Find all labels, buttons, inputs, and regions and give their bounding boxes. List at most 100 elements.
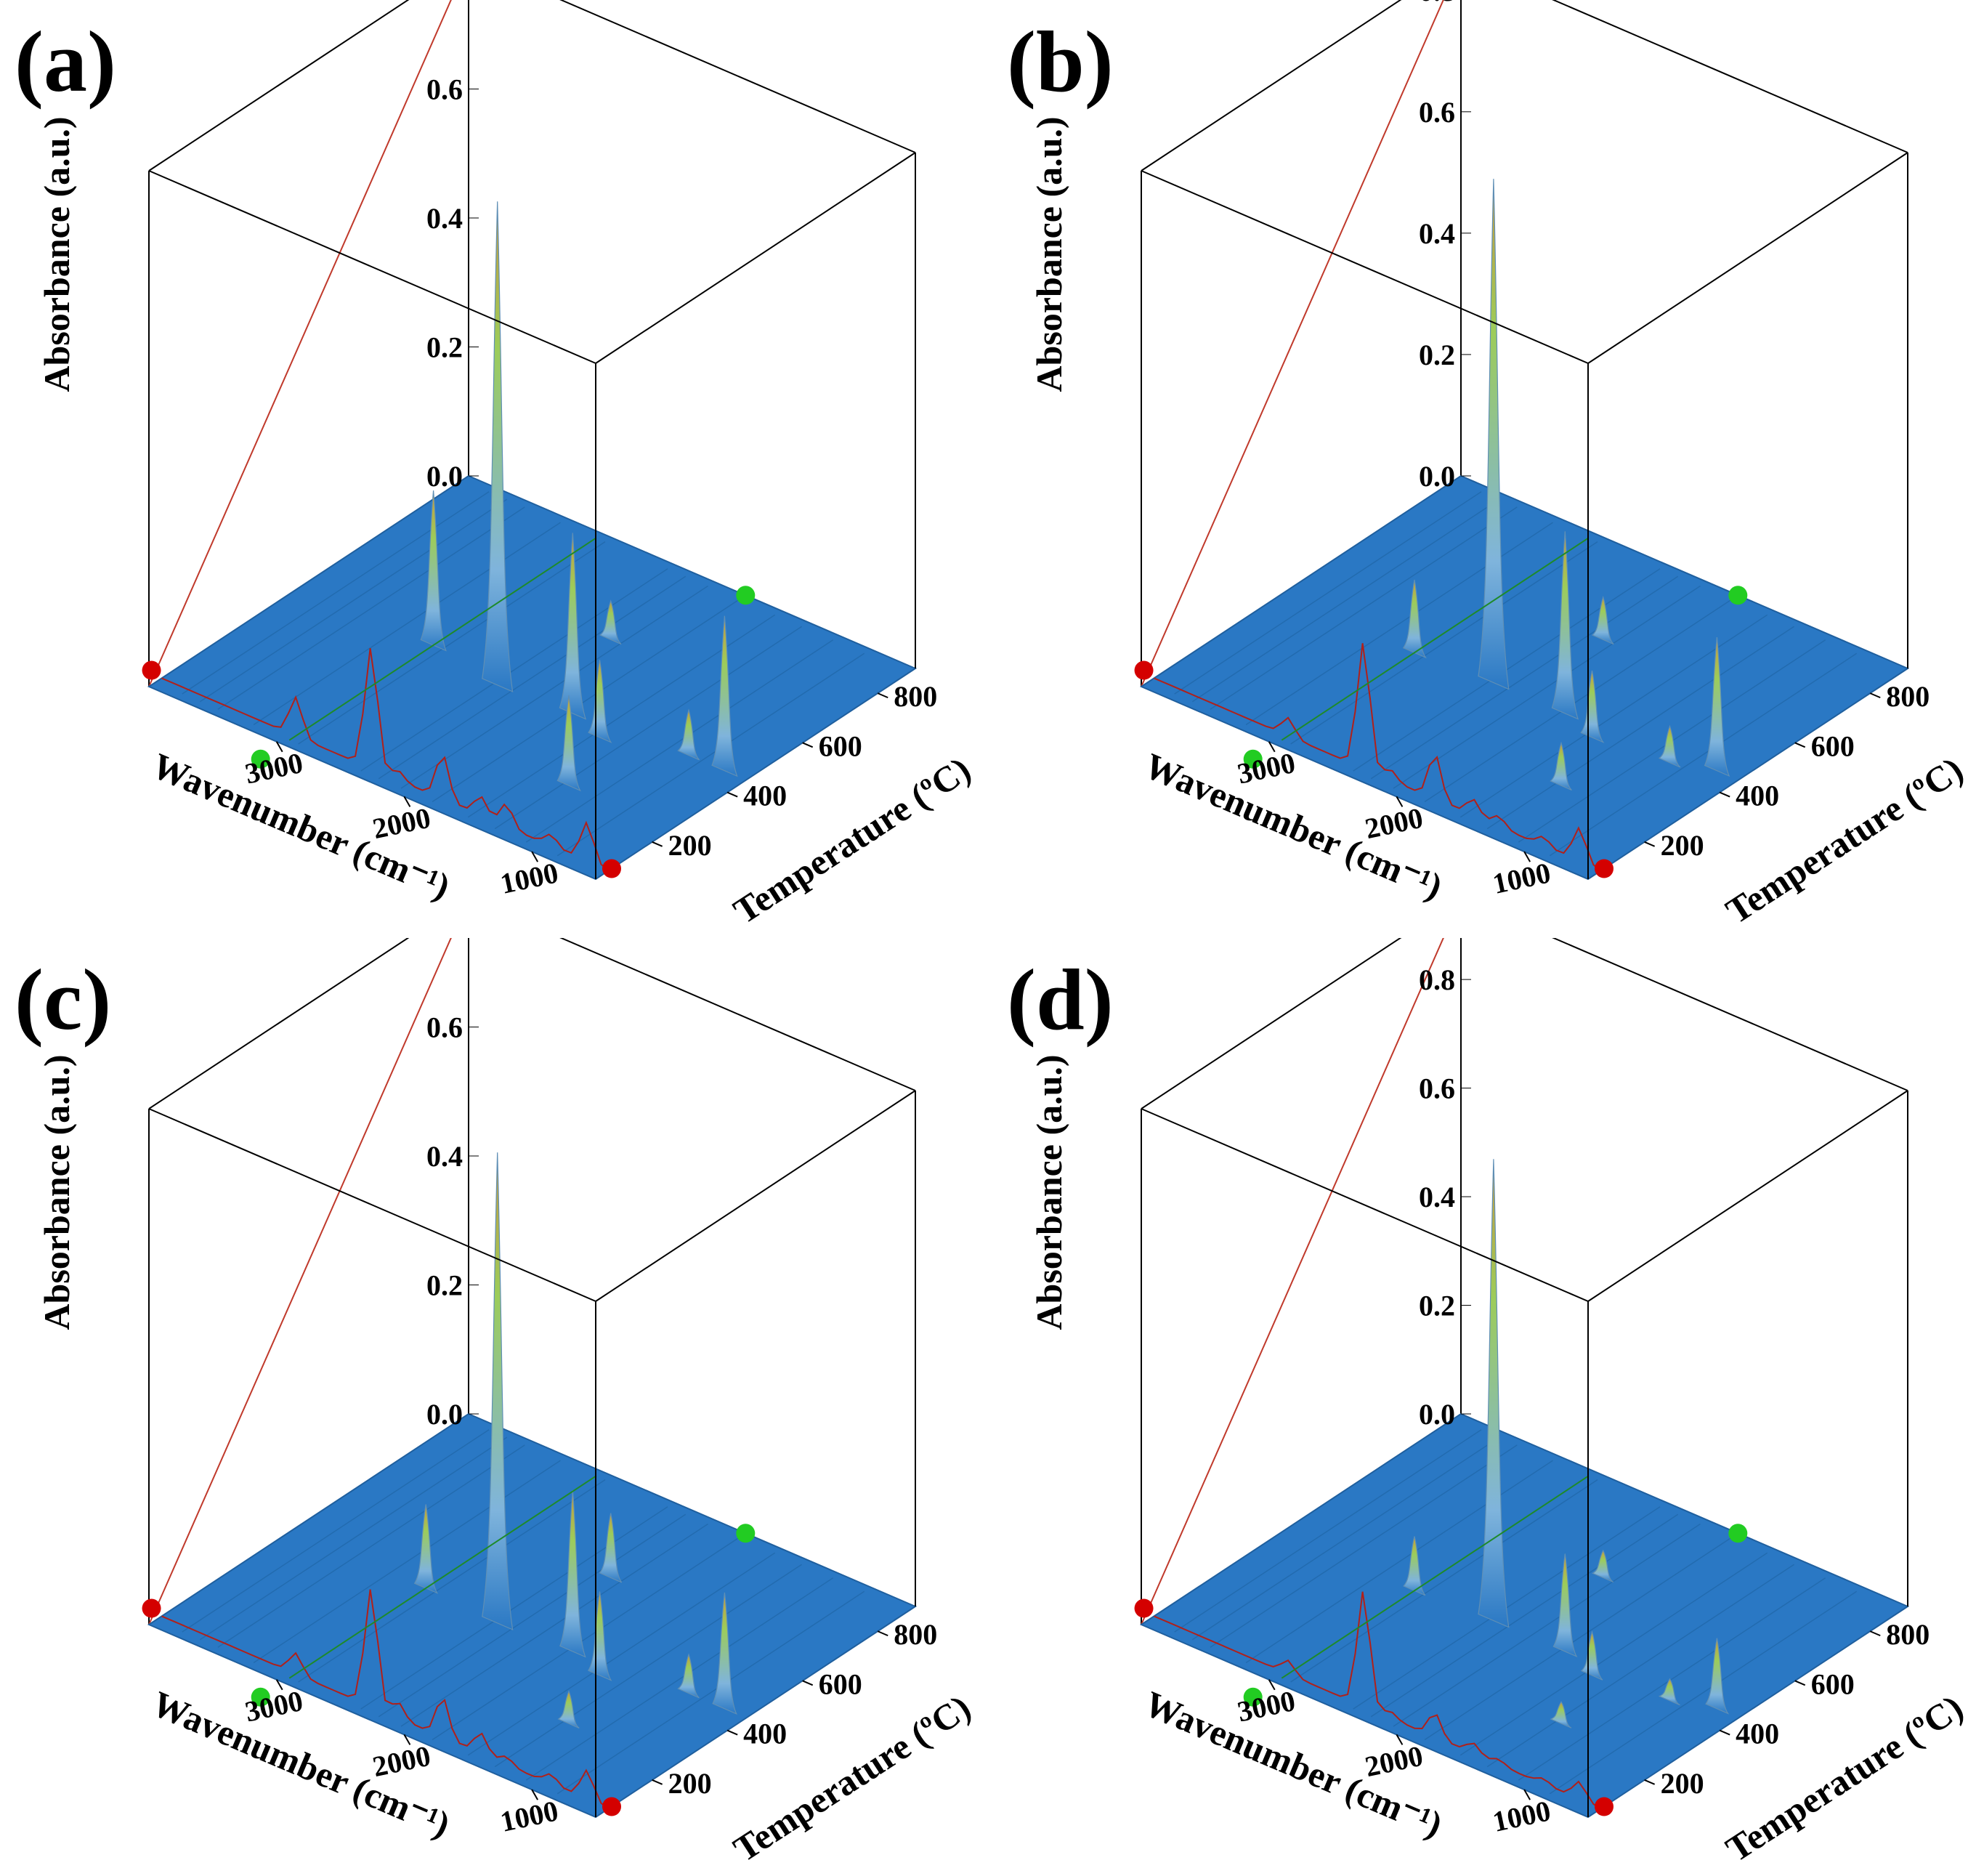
y-tick-mark	[1869, 1630, 1881, 1637]
box-front-edges	[148, 1090, 916, 1817]
floor-streak	[525, 1577, 834, 1781]
y-tick-label: 800	[1886, 680, 1930, 713]
y-tick-label: 600	[819, 729, 862, 762]
y-axis-ticks: 200 400 600 800	[652, 680, 937, 862]
z-axis-title: Absorbance (a.u.)	[1029, 116, 1069, 392]
marker-red-right	[602, 859, 621, 878]
temperature-slice-trace	[288, 1475, 597, 1679]
floor-streak	[378, 575, 687, 780]
y-axis-title: Temperature (ºC)	[1719, 748, 1970, 931]
peak-mark	[1552, 1553, 1578, 1658]
marker-green-front	[251, 1687, 270, 1707]
z-tick-label: 0.2	[1419, 339, 1455, 371]
floor-streak	[1518, 1577, 1826, 1781]
x-tick-mark	[403, 1734, 411, 1745]
y-tick-label: 400	[743, 1718, 787, 1750]
floor-streak	[494, 1564, 803, 1768]
floor-streak	[1210, 506, 1518, 710]
peak-mark	[599, 599, 622, 645]
z-tick-label: 0.0	[426, 1398, 463, 1431]
floor-streak	[1245, 1460, 1553, 1664]
x-tick-label: 1000	[498, 1794, 562, 1838]
z-tick-label: 0.2	[426, 1269, 463, 1302]
floor-streak	[199, 498, 508, 703]
floor-streak	[298, 1479, 606, 1683]
diagonal-guide-line	[1141, 0, 1444, 687]
floor-streak	[182, 1429, 490, 1633]
y-tick-mark	[726, 1729, 738, 1736]
peaks-group	[413, 1152, 737, 1729]
y-tick-mark	[877, 692, 888, 699]
floor-streak	[253, 522, 561, 726]
z-tick-label: 0.2	[426, 331, 463, 364]
marker-green-back	[1728, 586, 1748, 605]
floor-streak	[199, 1436, 508, 1641]
marker-red-right	[1595, 859, 1613, 878]
front-spectrum-trace	[161, 648, 610, 871]
peak-mark	[1550, 741, 1572, 791]
y-tick-mark	[877, 1630, 888, 1637]
floor-streak	[253, 1460, 561, 1664]
y-tick-mark	[1644, 1779, 1656, 1785]
marker-green-back	[736, 586, 756, 605]
floor-streak	[1370, 1513, 1679, 1718]
floor-streak	[298, 541, 606, 745]
z-axis-title: Absorbance (a.u.)	[1029, 1054, 1069, 1330]
peak-mark	[556, 695, 582, 792]
floor-streak	[1174, 491, 1482, 695]
x-tick-mark	[1523, 851, 1531, 862]
floor-streak	[360, 1506, 668, 1710]
marker-red-left	[142, 660, 161, 680]
floor-streak	[1191, 498, 1500, 703]
y-tick-mark	[1644, 841, 1656, 847]
floor-streak	[432, 1537, 740, 1741]
y-tick-label: 600	[819, 1667, 862, 1700]
y-axis-title: Temperature (ºC)	[726, 1686, 978, 1869]
x-tick-mark	[531, 851, 539, 862]
z-tick-label: 0.4	[1419, 217, 1455, 250]
y-tick-label: 800	[894, 1618, 937, 1651]
y-tick-mark	[726, 791, 738, 798]
z-tick-label: 0.2	[1419, 1290, 1455, 1322]
peak-mark	[557, 1690, 580, 1729]
box-back-edges	[148, 0, 916, 687]
box-front-edges	[1141, 152, 1908, 879]
z-tick-label: 0.4	[1419, 1181, 1455, 1213]
peaks-group	[1403, 1159, 1730, 1729]
floor-streak	[400, 585, 708, 789]
floor-streak	[1370, 575, 1679, 780]
floor-streak	[1459, 1552, 1768, 1756]
x-tick-mark	[1268, 1679, 1276, 1691]
floor-streak	[360, 568, 668, 772]
panel-label: (c)	[15, 951, 111, 1048]
y-tick-label: 400	[743, 780, 787, 812]
z-tick-label: 0.8	[1419, 0, 1455, 7]
marker-red-left	[1134, 1598, 1154, 1618]
floor-streak	[556, 652, 865, 857]
x-tick-mark	[1396, 796, 1404, 807]
y-axis-ticks: 200 400 600 800	[652, 1618, 937, 1800]
floor-streak	[1486, 1564, 1795, 1768]
peak-mark	[599, 1513, 623, 1583]
marker-green-back	[1728, 1524, 1748, 1543]
floor-streak	[467, 1552, 776, 1756]
peak-mark	[1551, 531, 1579, 720]
diagonal-guide-line	[148, 0, 452, 687]
y-axis-ticks: 200 400 600 800	[1644, 680, 1930, 862]
diagonal-guide-line	[1141, 938, 1444, 1625]
x-tick-mark	[1396, 1734, 1404, 1745]
z-tick-label: 0.6	[426, 1011, 463, 1044]
marker-green-front	[1243, 749, 1263, 769]
z-tick-label: 0.0	[1419, 460, 1455, 493]
floor-streak	[1174, 1429, 1482, 1633]
y-tick-mark	[1794, 742, 1806, 748]
floor-streak	[400, 1523, 708, 1727]
x-tick-label: 1000	[1490, 856, 1554, 900]
x-tick-mark	[1268, 741, 1276, 753]
z-tick-label: 0.0	[1419, 1398, 1455, 1431]
y-tick-label: 800	[1886, 1618, 1930, 1651]
floor-streak	[1549, 1590, 1858, 1795]
z-tick-label: 0.8	[1419, 963, 1455, 996]
y-tick-label: 400	[1736, 780, 1779, 812]
